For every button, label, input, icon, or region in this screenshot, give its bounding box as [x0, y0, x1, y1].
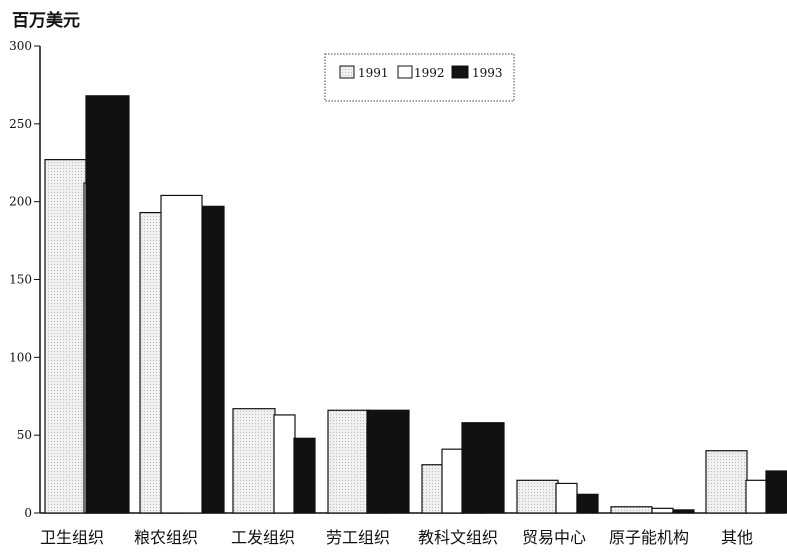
y-tick-label: 50 — [17, 428, 32, 442]
bar-1991-8 — [705, 450, 748, 514]
bar-1991-1 — [44, 159, 87, 514]
y-tick-label: 150 — [9, 273, 32, 287]
legend-label-1991: 1991 — [358, 66, 389, 80]
y-tick-label: 200 — [9, 195, 32, 209]
legend: 1991 1992 1993 — [324, 53, 515, 102]
legend-box — [324, 53, 515, 102]
category-label: 劳工组织 — [326, 528, 390, 547]
bar-1992-2 — [160, 194, 203, 514]
bar-1993-2 — [202, 205, 225, 514]
y-tick-label: 100 — [9, 350, 32, 364]
bar-1992-8 — [745, 479, 768, 514]
bar-1993-7 — [672, 509, 695, 514]
category-label: 卫生组织 — [40, 528, 104, 547]
category-label: 贸易中心 — [522, 528, 586, 547]
bar-1992-7 — [651, 507, 674, 514]
bar-1992-3 — [273, 414, 296, 514]
bar-1993-8 — [765, 470, 787, 514]
bar-1993-5 — [461, 422, 505, 514]
legend-swatch-1993 — [451, 65, 469, 79]
y-tick-label: 0 — [24, 506, 32, 520]
legend-swatch-1991 — [339, 65, 355, 79]
bar-1993-1 — [85, 95, 130, 514]
y-ticks: 0 50 100 150 200 250 300 — [9, 39, 40, 520]
legend-swatch-1992 — [397, 65, 413, 79]
bar-1993-6 — [576, 493, 599, 514]
y-tick-label: 250 — [9, 117, 32, 131]
category-label: 粮农组织 — [134, 528, 198, 547]
bar-1991-7 — [610, 506, 653, 514]
legend-label-1993: 1993 — [472, 66, 503, 80]
legend-label-1992: 1992 — [414, 66, 445, 80]
bar-1993-4 — [366, 409, 410, 514]
category-label: 工发组织 — [231, 528, 295, 547]
bar-1992-6 — [555, 482, 578, 514]
bars — [44, 95, 787, 514]
y-tick-label: 300 — [9, 39, 32, 53]
category-label: 原子能机构 — [609, 528, 689, 547]
bar-1991-3 — [232, 408, 276, 514]
bar-1991-4 — [327, 409, 370, 514]
category-label: 教科文组织 — [418, 528, 498, 547]
y-axis-label: 百万美元 — [12, 10, 80, 31]
bar-1991-6 — [516, 479, 559, 514]
bar-1993-3 — [293, 437, 316, 514]
category-labels: 卫生组织 粮农组织 工发组织 劳工组织 教科文组织 贸易中心 原子能机构 其他 — [40, 528, 753, 547]
category-label: 其他 — [721, 528, 753, 547]
